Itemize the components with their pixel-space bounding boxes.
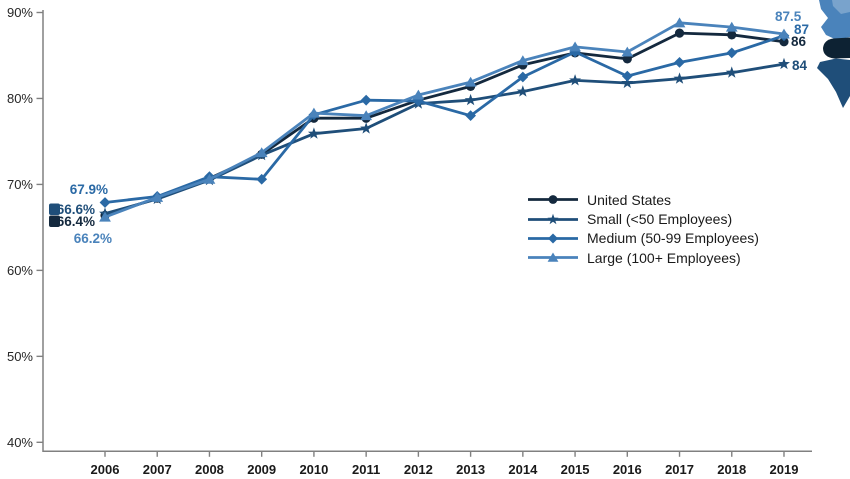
- series-marker-diamond: [726, 47, 738, 59]
- data-label-start: 67.9%: [70, 182, 108, 197]
- x-tick-label: 2011: [352, 462, 380, 477]
- series-marker-triangle: [464, 76, 477, 87]
- series-marker-circle: [674, 28, 685, 38]
- data-label-start: 66.4%: [57, 214, 95, 229]
- series-line-diamond: [103, 34, 786, 204]
- legend-item: Small (<50 Employees): [527, 209, 759, 228]
- series-marker-triangle: [308, 107, 320, 118]
- series-marker-triangle: [151, 191, 164, 202]
- diamond-legend-swatch-icon: [528, 233, 578, 244]
- series-marker-triangle: [412, 89, 425, 100]
- series-marker-star: [621, 76, 634, 89]
- x-tick-label: 2018: [717, 462, 746, 477]
- corner-artifact-shape: [823, 37, 850, 59]
- legend-item: Medium (50-99 Employees): [527, 229, 759, 248]
- data-label-start: 66.6%: [57, 202, 95, 217]
- data-label-end: 87.5: [775, 9, 802, 24]
- series-marker-triangle: [673, 17, 686, 28]
- series-marker-triangle: [360, 110, 373, 121]
- series-marker-star: [725, 66, 738, 78]
- series-marker-star: [516, 85, 529, 97]
- star-legend-swatch-icon: [528, 213, 578, 224]
- x-tick-label: 2019: [770, 462, 799, 477]
- series-marker-star: [673, 72, 686, 84]
- corner-artifact-shape: [832, 0, 850, 14]
- y-tick-label: 80%: [7, 91, 33, 106]
- data-label-end: 84: [792, 58, 808, 73]
- legend-label: Small (<50 Employees): [587, 211, 733, 228]
- triangle-legend-swatch-icon: [528, 252, 578, 263]
- x-tick-label: 2006: [91, 462, 120, 477]
- series-marker-diamond: [99, 197, 111, 208]
- series-marker-triangle: [99, 211, 111, 222]
- series-marker-circle: [779, 37, 789, 47]
- y-tick-label: 90%: [7, 5, 33, 20]
- x-tick-label: 2014: [508, 462, 538, 477]
- y-tick-label: 50%: [7, 349, 33, 364]
- legend-label: United States: [587, 191, 672, 208]
- series-marker-diamond: [517, 71, 529, 83]
- legend-item: United States: [527, 190, 759, 209]
- series-marker-circle: [727, 30, 737, 40]
- chart-legend: United States Small (<50 Employees) Medium…: [527, 190, 759, 268]
- x-tick-label: 2012: [404, 462, 433, 477]
- series-marker-star: [464, 93, 477, 106]
- y-tick-label: 70%: [7, 177, 33, 192]
- series-marker-triangle: [778, 28, 790, 39]
- y-tick-label: 60%: [7, 263, 33, 278]
- data-label-end: 86: [791, 34, 807, 49]
- legend-label: Medium (50-99 Employees): [587, 230, 759, 247]
- clipped-label-artifact: [49, 215, 60, 227]
- x-tick-label: 2013: [456, 462, 485, 477]
- series-line-triangle: [103, 21, 786, 219]
- axis-lines: [42, 10, 812, 453]
- series-marker-diamond: [674, 56, 685, 68]
- corner-artifact-shape: [817, 58, 850, 108]
- legend-label: Large (100+ Employees): [587, 249, 741, 266]
- series-marker-diamond: [621, 70, 633, 82]
- series-marker-circle: [622, 54, 632, 64]
- data-label-start: 66.2%: [74, 231, 112, 246]
- series-marker-star: [569, 74, 582, 86]
- series-marker-triangle: [725, 21, 738, 32]
- series-marker-diamond: [465, 110, 477, 122]
- series-marker-triangle: [255, 147, 268, 158]
- y-tick-label: 40%: [7, 435, 33, 450]
- x-tick-label: 2009: [247, 462, 276, 477]
- clipped-label-artifact: [49, 203, 60, 215]
- x-tick-label: 2015: [561, 462, 590, 477]
- x-tick-label: 2007: [143, 462, 172, 477]
- x-tick-label: 2010: [299, 462, 328, 477]
- series-marker-triangle: [621, 46, 634, 57]
- series-marker-star: [307, 127, 320, 139]
- x-tick-label: 2017: [665, 462, 694, 477]
- series-marker-diamond: [360, 94, 372, 106]
- x-tick-label: 2016: [613, 462, 642, 477]
- series-marker-triangle: [569, 41, 581, 52]
- series-marker-star: [360, 122, 373, 134]
- data-label-end: 87: [794, 22, 809, 37]
- series-marker-triangle: [203, 173, 216, 184]
- series-marker-diamond: [412, 95, 424, 107]
- series-marker-diamond: [256, 173, 268, 185]
- circle-legend-swatch-icon: [528, 195, 578, 205]
- legend-item: Large (100+ Employees): [527, 248, 759, 267]
- series-marker-triangle: [516, 55, 529, 66]
- x-tick-label: 2008: [195, 462, 224, 477]
- series-marker-star: [778, 57, 790, 70]
